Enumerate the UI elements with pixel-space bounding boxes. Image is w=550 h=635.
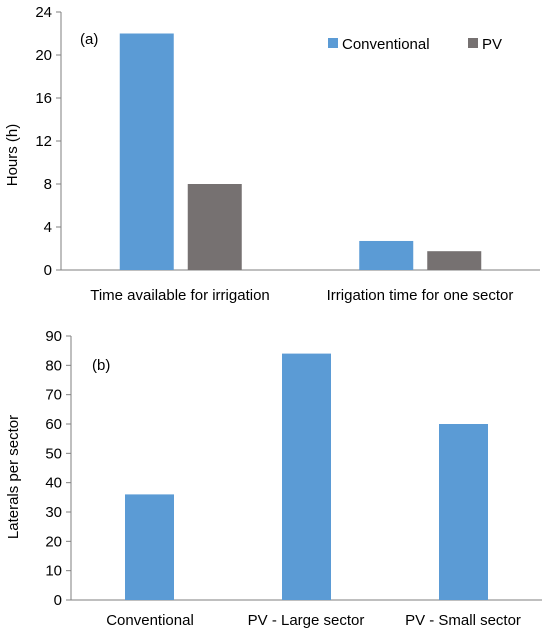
chart-b-y-tick-label: 30 bbox=[45, 504, 62, 521]
chart-a-category-label: Time available for irrigation bbox=[90, 287, 270, 304]
chart-panel-a: (a) Hours (h) Time available for irrigat… bbox=[0, 0, 550, 310]
chart-a-ylabel: Hours (h) bbox=[4, 124, 21, 187]
chart-b-y-tick-label: 0 bbox=[54, 592, 62, 609]
chart-b-y-tick-label: 80 bbox=[45, 357, 62, 374]
bar-laterals bbox=[282, 353, 331, 600]
chart-a-y-tick-label: 16 bbox=[35, 90, 52, 107]
chart-a-legend: Conventional PV bbox=[328, 36, 502, 53]
bar-pv bbox=[187, 184, 242, 270]
bar-laterals bbox=[439, 424, 488, 600]
chart-b-y-tick-label: 70 bbox=[45, 387, 62, 404]
legend-label-conventional: Conventional bbox=[342, 36, 430, 53]
chart-b-ylabel: Laterals per sector bbox=[5, 415, 22, 539]
chart-b-category-label: PV - Large sector bbox=[248, 612, 365, 629]
chart-b-y-tick-label: 40 bbox=[45, 475, 62, 492]
chart-b-svg: (b) Laterals per sector Conventional PV … bbox=[5, 328, 542, 629]
chart-b-category-label: PV - Small sector bbox=[405, 612, 521, 629]
chart-a-annotation: (a) bbox=[80, 31, 98, 48]
bar-conventional bbox=[119, 33, 174, 270]
chart-a-y-tick-label: 0 bbox=[44, 262, 52, 279]
chart-b-y-tick-label: 90 bbox=[45, 328, 62, 345]
chart-a-y-tick-label: 8 bbox=[44, 176, 52, 193]
chart-a-y-tick-label: 12 bbox=[35, 133, 52, 150]
chart-a-y-tick-label: 4 bbox=[44, 219, 52, 236]
chart-b-y-tick-label: 10 bbox=[45, 563, 62, 580]
bar-pv bbox=[427, 251, 482, 270]
chart-a-svg: (a) Hours (h) Time available for irrigat… bbox=[4, 4, 540, 304]
chart-a-y-tick-label: 20 bbox=[35, 47, 52, 64]
chart-b-y-tick-label: 60 bbox=[45, 416, 62, 433]
legend-label-pv: PV bbox=[482, 36, 502, 53]
chart-a-category-label: Irrigation time for one sector bbox=[327, 287, 514, 304]
bar-conventional bbox=[359, 240, 414, 270]
chart-panel-b: (b) Laterals per sector Conventional PV … bbox=[0, 310, 550, 635]
chart-b-annotation: (b) bbox=[92, 357, 110, 374]
chart-b-y-tick-label: 50 bbox=[45, 445, 62, 462]
chart-b-y-tick-label: 20 bbox=[45, 533, 62, 550]
legend-swatch-pv bbox=[468, 38, 478, 48]
bar-laterals bbox=[125, 494, 174, 600]
chart-b-category-label: Conventional bbox=[106, 612, 194, 629]
chart-a-y-tick-label: 24 bbox=[35, 4, 52, 21]
legend-swatch-conventional bbox=[328, 38, 338, 48]
